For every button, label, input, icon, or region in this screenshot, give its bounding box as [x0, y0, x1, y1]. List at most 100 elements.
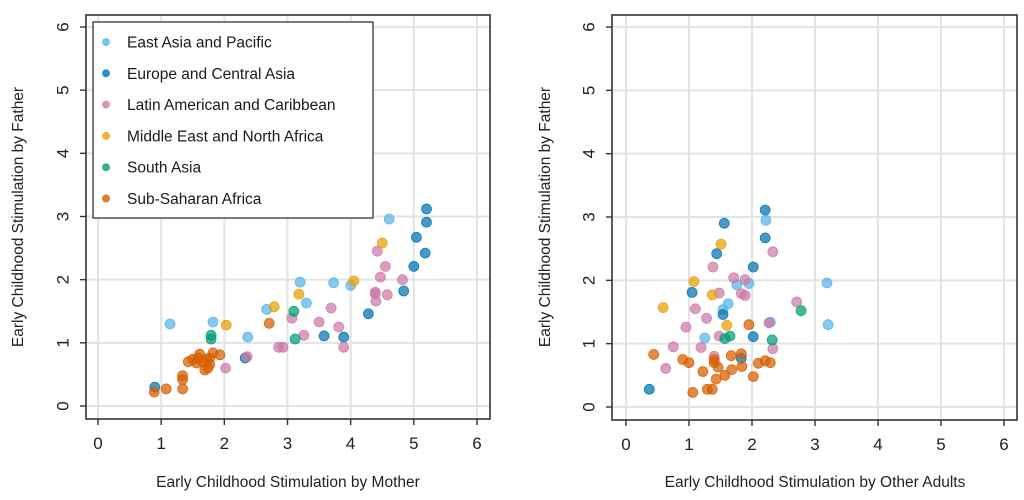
legend-item: South Asia: [102, 160, 201, 177]
legend-marker: [102, 100, 110, 109]
legend-box: [92, 21, 374, 219]
y-tick-label: 0: [54, 401, 73, 410]
data-point: [719, 369, 731, 381]
data-point: [374, 271, 386, 283]
data-point: [207, 316, 219, 328]
y-tick-label: 0: [580, 402, 599, 411]
data-point: [725, 350, 737, 362]
data-point: [695, 342, 707, 353]
y-tick-label: 2: [54, 275, 73, 284]
data-point: [177, 383, 189, 395]
legend-item: Middle East and North Africa: [102, 128, 324, 145]
data-point: [763, 317, 775, 329]
y-tick-label: 3: [580, 212, 599, 221]
legend-item: Latin American and Caribbean: [102, 97, 336, 114]
x-tick-label: 6: [472, 434, 481, 453]
data-point: [289, 333, 301, 345]
legend-marker: [102, 163, 110, 172]
data-point: [398, 285, 410, 297]
series-lac: [660, 246, 803, 374]
legend-label: South Asia: [127, 160, 201, 177]
data-point: [338, 341, 350, 353]
data-point: [148, 386, 160, 398]
data-point: [759, 232, 771, 244]
data-point: [791, 296, 803, 308]
legend-item: Sub-Saharan Africa: [102, 191, 262, 208]
data-point: [683, 357, 695, 369]
data-point: [328, 277, 340, 289]
series-sa: [205, 305, 301, 345]
data-point: [764, 357, 776, 369]
data-point: [202, 362, 214, 374]
series-mena: [220, 237, 388, 331]
y-axis-title: Early Childhood Stimulation by Father: [537, 87, 554, 347]
points: [643, 204, 834, 398]
data-point: [657, 302, 669, 314]
data-point: [822, 319, 834, 331]
legend-marker: [102, 69, 110, 78]
data-point: [293, 288, 305, 300]
data-point: [313, 316, 325, 328]
panel-other-adults: Early Childhood Stimulation by Other Adu…: [537, 14, 1018, 491]
series-eap: [164, 213, 395, 343]
data-point: [715, 238, 727, 250]
data-point: [214, 349, 226, 361]
series-ssa: [648, 319, 776, 398]
data-point: [686, 286, 698, 298]
data-point: [747, 371, 759, 383]
x-tick-label: 0: [93, 434, 102, 453]
x-axis-title: Early Childhood Stimulation by Other Adu…: [665, 474, 966, 491]
data-point: [376, 237, 388, 249]
x-tick-label: 1: [684, 435, 693, 454]
data-point: [643, 383, 655, 395]
data-point: [300, 297, 312, 309]
data-point: [747, 331, 759, 343]
data-point: [263, 317, 275, 329]
legend-marker: [102, 194, 110, 203]
data-point: [381, 289, 393, 301]
x-tick-label: 6: [999, 435, 1008, 454]
data-point: [421, 216, 432, 228]
data-point: [706, 383, 718, 395]
data-point: [333, 321, 345, 333]
y-tick-label: 3: [54, 212, 73, 221]
y-tick-label: 4: [580, 149, 599, 158]
series-eca: [643, 204, 771, 395]
data-point: [410, 231, 422, 243]
legend-label: Europe and Central Asia: [127, 66, 295, 83]
axes: 0 1 2 3 4 5 6 0 1 2 3 4 5 6: [580, 22, 1009, 454]
data-point: [383, 213, 395, 225]
series-ssa: [148, 317, 275, 398]
data-point: [767, 246, 779, 258]
x-tick-label: 0: [621, 435, 630, 454]
x-tick-label: 4: [346, 434, 355, 453]
data-point: [711, 248, 723, 260]
data-point: [717, 309, 729, 320]
data-point: [739, 274, 751, 286]
data-point: [370, 295, 382, 307]
x-tick-label: 3: [283, 434, 292, 453]
data-point: [160, 383, 172, 395]
x-tick-label: 2: [220, 434, 229, 453]
legend-marker: [102, 131, 110, 140]
series-mena: [657, 238, 733, 331]
data-point: [421, 203, 432, 215]
data-point: [759, 204, 771, 216]
data-point: [362, 308, 374, 320]
data-point: [408, 260, 420, 272]
data-point: [689, 303, 701, 315]
data-point: [743, 319, 755, 331]
legend-label: Middle East and North Africa: [127, 128, 324, 145]
data-point: [718, 217, 730, 229]
x-tick-label: 3: [810, 435, 819, 454]
data-point: [277, 341, 289, 353]
y-tick-label: 5: [580, 86, 599, 95]
points: [148, 203, 432, 398]
data-point: [294, 276, 306, 288]
data-point: [205, 333, 217, 345]
data-point: [325, 302, 337, 314]
data-point: [242, 331, 254, 343]
data-point: [699, 332, 711, 344]
data-point: [766, 334, 778, 346]
